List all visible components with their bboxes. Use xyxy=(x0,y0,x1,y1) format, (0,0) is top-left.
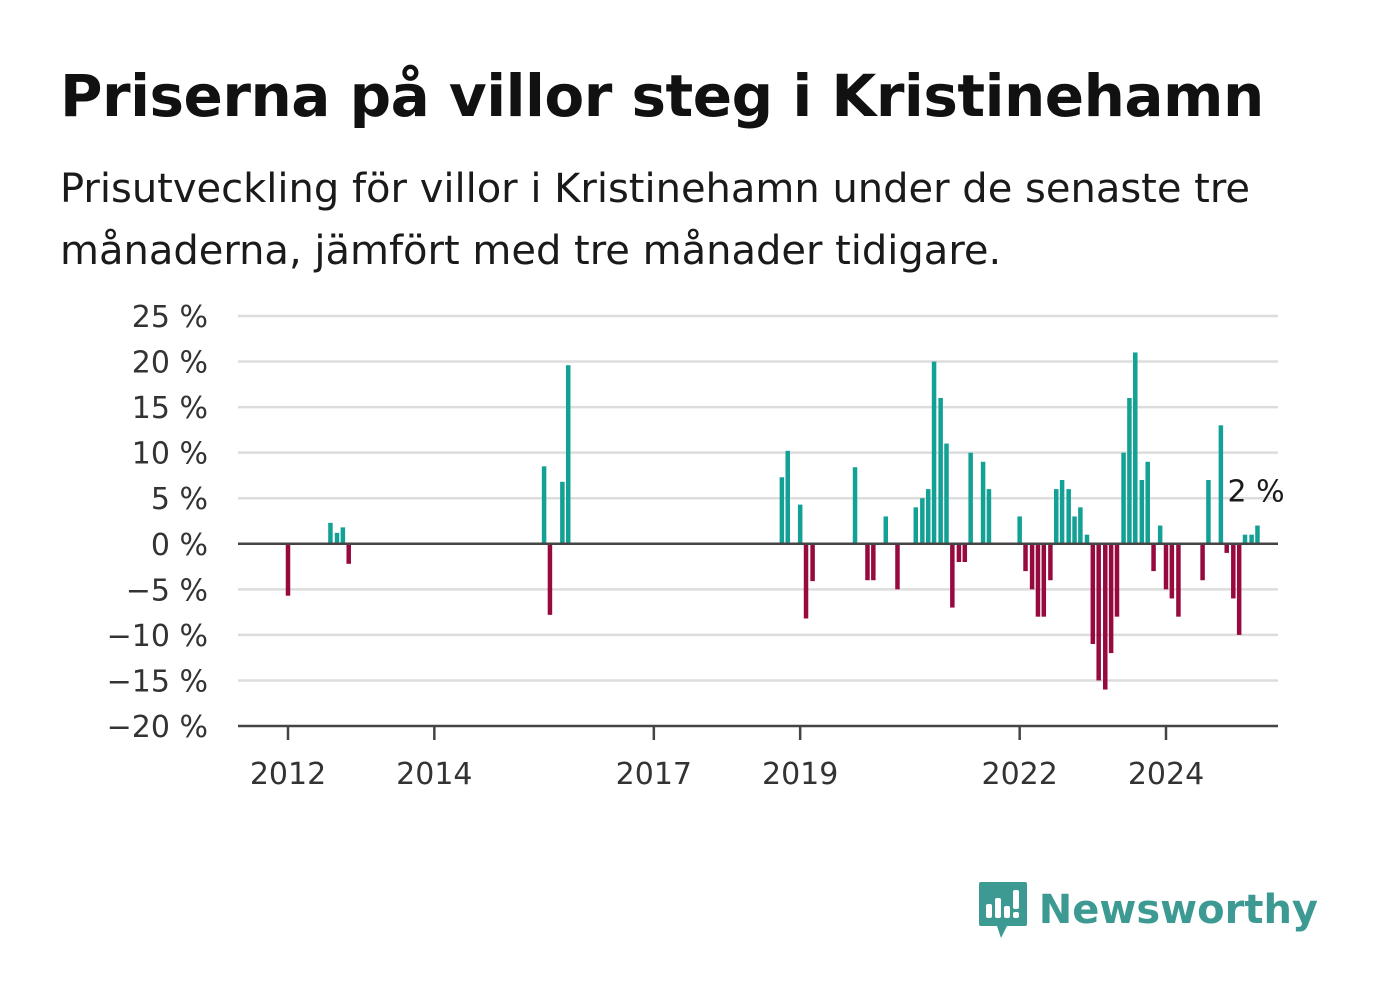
y-tick-label: 15 % xyxy=(132,391,208,426)
bar xyxy=(871,543,876,581)
bar xyxy=(1255,525,1260,544)
bar xyxy=(1078,507,1083,544)
y-tick-label: −20 % xyxy=(107,710,208,745)
bar xyxy=(986,489,992,544)
x-tick-label: 2014 xyxy=(396,757,472,792)
bar xyxy=(1200,543,1205,581)
bar xyxy=(1041,543,1047,617)
bar xyxy=(852,467,858,544)
x-tick-label: 2024 xyxy=(1128,757,1204,792)
y-tick-label: 25 % xyxy=(132,300,208,335)
bar xyxy=(938,398,943,544)
bar xyxy=(1127,398,1132,544)
bar xyxy=(1157,525,1163,544)
bar xyxy=(1218,425,1224,544)
latest-value-label: 2 % xyxy=(1227,475,1284,510)
bar xyxy=(565,365,571,544)
bar xyxy=(803,543,809,619)
bar xyxy=(1242,534,1248,544)
bar xyxy=(1236,543,1242,635)
bar xyxy=(785,450,790,544)
bar xyxy=(925,489,931,544)
bar xyxy=(541,466,547,544)
bar xyxy=(1145,461,1150,544)
bar xyxy=(285,543,291,596)
bar xyxy=(1023,543,1028,572)
y-tick-label: 0 % xyxy=(151,528,208,563)
y-tick-label: 5 % xyxy=(151,482,208,517)
x-tick-label: 2019 xyxy=(762,757,838,792)
bar xyxy=(1066,489,1071,544)
bar xyxy=(895,543,900,590)
bar xyxy=(1035,543,1041,617)
bar xyxy=(346,543,351,564)
bar xyxy=(560,481,565,544)
bar xyxy=(920,498,925,544)
y-tick-label: 10 % xyxy=(132,437,208,472)
bar xyxy=(865,543,870,581)
bar xyxy=(883,516,889,544)
bar xyxy=(1169,543,1175,599)
bar xyxy=(1206,480,1211,544)
bar xyxy=(1017,516,1022,544)
y-axis-tick-labels: 25 % 20 % 15 % 10 % 5 % 0 % −5 % −10 % −15 % −20 … xyxy=(107,300,208,745)
y-tick-label: −5 % xyxy=(126,573,208,608)
bar xyxy=(962,543,968,562)
x-tick-label: 2012 xyxy=(250,757,326,792)
bar xyxy=(1072,516,1077,544)
bar xyxy=(340,527,346,544)
brand-name: Newsworthy xyxy=(1038,887,1318,933)
bars xyxy=(285,352,1260,690)
bar xyxy=(328,522,333,544)
chart-subtitle: Prisutveckling för villor i Kristinehamn… xyxy=(60,166,1251,274)
bar xyxy=(797,504,803,544)
bar xyxy=(1139,480,1145,544)
x-axis-tick-labels: 2012 2014 2017 2019 2022 2024 xyxy=(250,726,1204,792)
y-tick-label: −15 % xyxy=(107,664,208,699)
bar xyxy=(547,543,553,615)
newsworthy-logo: Newsworthy xyxy=(977,878,1318,942)
bar xyxy=(1096,543,1101,681)
bar xyxy=(1224,543,1229,553)
newsworthy-logo-icon xyxy=(978,882,1027,938)
bar xyxy=(1249,534,1254,544)
bar xyxy=(1176,543,1181,617)
bar xyxy=(1133,352,1138,544)
y-tick-label: −10 % xyxy=(107,619,208,654)
bar xyxy=(950,543,955,608)
bar xyxy=(956,543,962,562)
bar xyxy=(779,477,785,544)
bar xyxy=(1054,489,1059,544)
bar xyxy=(1029,543,1035,590)
bar xyxy=(1163,543,1169,590)
axes xyxy=(238,542,1278,728)
bar xyxy=(1151,543,1156,572)
bar xyxy=(913,507,919,544)
bar xyxy=(1108,543,1114,654)
bar xyxy=(1059,480,1065,544)
x-tick-label: 2017 xyxy=(616,757,692,792)
gridlines xyxy=(238,314,1278,682)
bar xyxy=(1103,543,1108,690)
bar xyxy=(810,543,815,582)
x-tick-label: 2022 xyxy=(981,757,1057,792)
bar xyxy=(1121,452,1126,544)
bar xyxy=(1231,543,1236,599)
bar xyxy=(931,361,937,544)
bar xyxy=(944,443,949,544)
bar xyxy=(1114,543,1120,617)
bar xyxy=(980,461,986,544)
bar xyxy=(334,532,340,544)
bar xyxy=(1048,543,1053,581)
chart-title: Priserna på villor steg i Kristinehamn xyxy=(60,62,1264,130)
bar xyxy=(968,452,973,544)
bar xyxy=(1090,543,1096,644)
y-tick-label: 20 % xyxy=(132,346,208,381)
bar xyxy=(1084,534,1090,544)
